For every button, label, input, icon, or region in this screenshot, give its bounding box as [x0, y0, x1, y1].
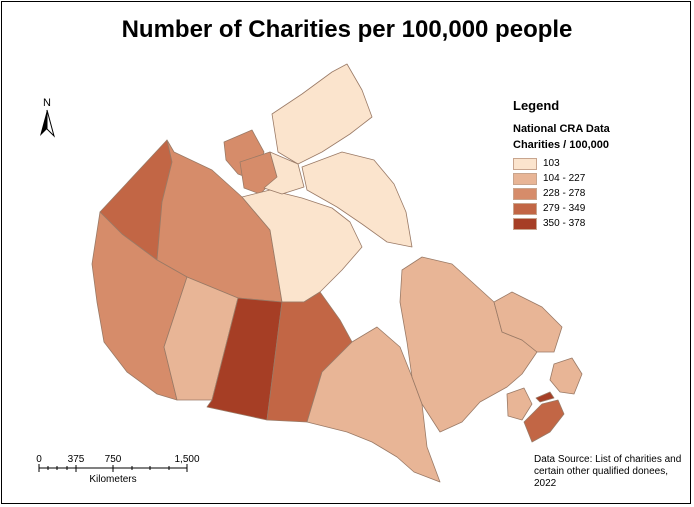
region-nunavut-baffin	[301, 151, 413, 248]
region-british-columbia	[91, 211, 188, 401]
legend-class-label: 104 - 227	[543, 173, 586, 184]
region-labrador	[493, 291, 563, 353]
region-ontario	[306, 326, 441, 483]
region-nunavut-islands	[271, 63, 373, 165]
region-nunavut	[241, 189, 363, 303]
region-newfoundland	[549, 357, 583, 395]
legend-swatch	[513, 172, 537, 185]
region-quebec	[399, 256, 538, 433]
scale-bar: 0 375 750 1,500 Kilometers	[36, 454, 200, 485]
region-nova-scotia	[523, 399, 565, 443]
legend-field: Charities / 100,000	[513, 139, 610, 151]
region-nunavut-victoria	[263, 151, 305, 195]
north-arrow-icon	[40, 110, 47, 136]
source-line-1: Data Source: List of charities and	[534, 454, 682, 465]
data-source: Data Source: List of charities and certa…	[534, 454, 690, 490]
legend-swatch	[513, 187, 537, 200]
legend-class-0: 103	[513, 156, 683, 171]
source-line-2: certain other qualified donees, 2022	[534, 466, 668, 489]
legend-class-1: 104 - 227	[513, 171, 683, 186]
scale-unit: Kilometers	[89, 474, 136, 485]
region-new-brunswick	[506, 387, 533, 421]
legend-title: Legend	[513, 98, 560, 113]
map-title: Number of Charities per 100,000 people	[121, 16, 573, 43]
legend-class-label: 103	[543, 158, 560, 169]
north-arrow: N	[40, 97, 55, 138]
legend-class-3: 279 - 349	[513, 201, 683, 216]
legend-swatch	[513, 217, 537, 230]
scale-tick-1500: 1,500	[174, 454, 199, 465]
legend-class-label: 350 - 378	[543, 218, 586, 229]
scale-tick-750: 750	[105, 454, 122, 465]
legend-class-4: 350 - 378	[513, 216, 683, 231]
legend-swatch	[513, 202, 537, 215]
legend-class-label: 228 - 278	[543, 188, 586, 199]
region-saskatchewan	[206, 297, 283, 421]
scale-tick-375: 375	[68, 454, 85, 465]
north-label: N	[43, 97, 51, 109]
region-prince-edward-island	[535, 391, 555, 403]
scale-tick-0: 0	[36, 454, 42, 465]
legend-swatch	[513, 157, 537, 170]
legend-layer: National CRA Data	[513, 123, 610, 135]
legend-class-2: 228 - 278	[513, 186, 683, 201]
legend: Legend National CRA Data Charities / 100…	[513, 98, 683, 231]
legend-classes: 103 104 - 227 228 - 278 279 - 349 350 - 378	[513, 156, 683, 231]
legend-class-label: 279 - 349	[543, 203, 586, 214]
